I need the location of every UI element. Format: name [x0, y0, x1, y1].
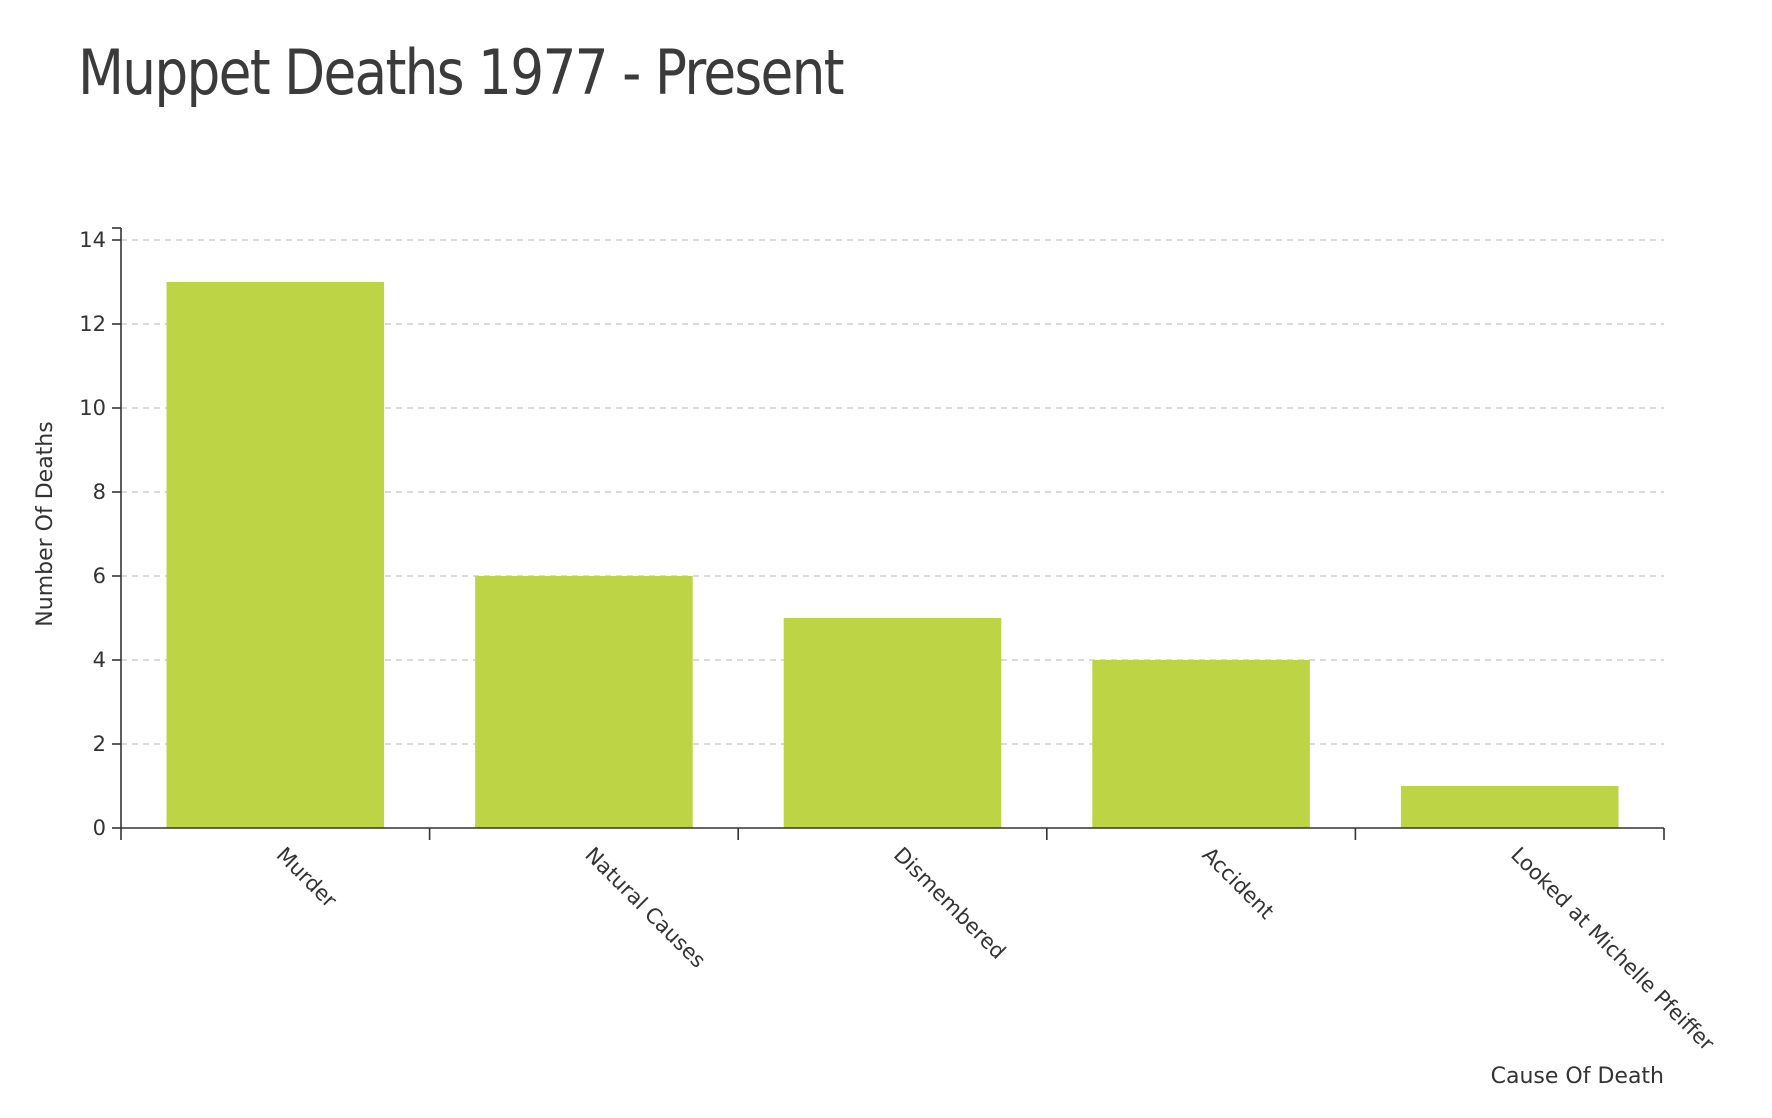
y-tick-label: 0 — [93, 816, 106, 840]
axes — [112, 227, 1665, 840]
bar-natural-causes — [475, 576, 693, 828]
x-tick-label: Natural Causes — [580, 843, 710, 973]
y-tick-label: 8 — [93, 480, 106, 504]
bars — [166, 282, 1619, 828]
bar-looked-at-michelle-pfeiffer — [1400, 786, 1619, 828]
x-tick-label: Accident — [1198, 843, 1279, 924]
chart-title: Muppet Deaths 1977 - Present — [78, 36, 845, 109]
y-tick-label: 14 — [79, 228, 106, 252]
x-axis-title: Cause Of Death — [1491, 1064, 1664, 1089]
y-tick-label: 12 — [79, 312, 106, 336]
y-axis-title: Number Of Deaths — [33, 421, 58, 626]
bar-dismembered — [783, 618, 1002, 828]
y-tick-label: 2 — [93, 732, 106, 756]
y-tick-label: 4 — [93, 648, 106, 672]
y-tick-label: 6 — [93, 564, 106, 588]
x-tick-label: Looked at Michelle Pfeiffer — [1506, 843, 1719, 1056]
x-tick-label: Dismembered — [889, 843, 1010, 964]
bar-accident — [1092, 660, 1310, 828]
bar-murder — [166, 282, 385, 828]
y-tick-label: 10 — [79, 396, 106, 420]
x-tick-label: Murder — [272, 843, 342, 913]
